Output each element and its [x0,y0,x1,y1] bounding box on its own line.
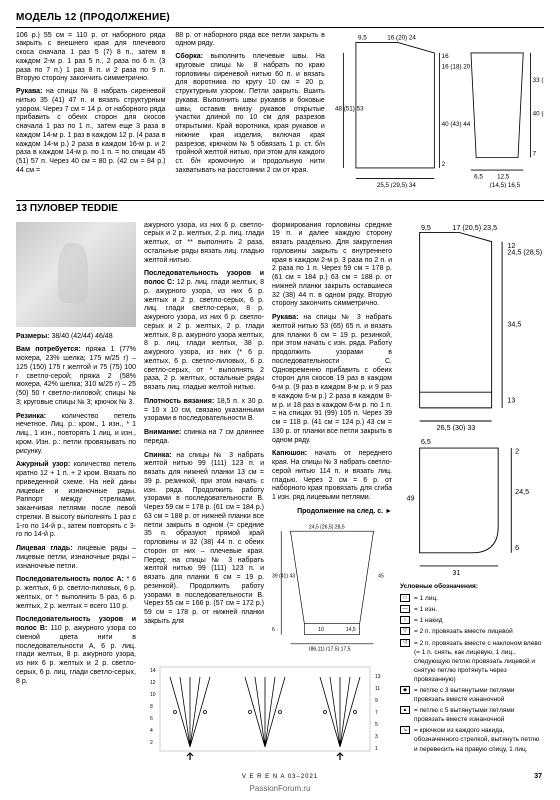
svg-text:14: 14 [150,668,156,674]
schematic-12-svg: 9,5 16 (20) 24 48 (51) 53 16 16 (18) 20 … [335,32,544,189]
model12-col1: 106 р.) 55 см = 110 р. от наборного ряда… [16,32,165,193]
svg-text:34,5: 34,5 [507,319,521,328]
model13-front-diagram: 9,5 17 (20,5) 23,5 24,5 (28,5) 32,5 34,5… [400,222,544,435]
svg-text:39 (41) 43: 39 (41) 43 [272,573,295,579]
svg-text:17 (20,5) 23,5: 17 (20,5) 23,5 [452,222,497,231]
svg-text:16 (18) 20: 16 (18) 20 [441,63,470,70]
model-13-photo [16,222,136,327]
svg-text:49: 49 [407,493,415,502]
svg-text:3: 3 [375,734,378,740]
legend-block: Условные обозначения: □ = 1 лиц. — = 1 изн.… [400,582,544,754]
legend-row: □ = 1 лиц. [400,594,544,603]
svg-text:6: 6 [150,716,153,722]
legend-row: — = 1 изн. [400,605,544,614]
section-12-header: МОДЕЛЬ 12 (ПРОДОЛЖЕНИЕ) [16,12,544,28]
svg-text:6,5: 6,5 [474,173,483,180]
legend-text: = 1 лиц. [414,594,438,603]
svg-text:7: 7 [532,150,536,157]
stitch-chart: 14 13 12 11 10 9 8 7 6 5 4 3 2 1 [140,662,390,766]
svg-text:6: 6 [272,627,275,633]
legend-row: ○ = 1 накид [400,616,544,625]
svg-text:25,5 (29,5) 34: 25,5 (29,5) 34 [377,181,417,188]
svg-text:33 (30) 27: 33 (30) 27 [532,77,544,84]
svg-text:26,5 (30) 33: 26,5 (30) 33 [437,423,476,431]
svg-text:12: 12 [150,680,156,686]
legend-symbol: ↘ [400,726,410,734]
legend-row: ↘ = крючком из каждого накида, обозначенн… [400,726,544,753]
svg-text:2: 2 [441,160,445,167]
legend-symbol: ▲ [400,706,410,714]
legend-symbol: ▽ [400,627,410,635]
legend-text: = крючком из каждого накида, обозначенно… [414,726,544,753]
svg-text:6: 6 [515,543,519,552]
svg-text:9: 9 [375,698,378,704]
model-12-title: МОДЕЛЬ 12 (ПРОДОЛЖЕНИЕ) [16,12,544,27]
legend-text: = 2 п. провязать вместе с наклоном влево… [414,639,544,684]
svg-text:5: 5 [375,722,378,728]
legend-text: = петлю с 3 вытянутыми петлями провязать… [414,686,544,704]
legend-row: ◁ = 2 п. провязать вместе с наклоном влев… [400,639,544,684]
svg-text:2: 2 [515,446,519,455]
model12-diagrams: 9,5 16 (20) 24 48 (51) 53 16 16 (18) 20 … [335,32,544,193]
svg-text:40 (42) 44: 40 (42) 44 [532,110,544,117]
page-footer: V E R E N A 03–2021 37 PassionForum.ru [0,773,560,794]
svg-text:45: 45 [378,573,384,579]
svg-text:(14,5) 16,5: (14,5) 16,5 [490,181,521,188]
legend-symbol: — [400,605,410,613]
model12-col2: 88 р. от наборного ряда все петли закрыт… [175,32,324,193]
site-watermark: PassionForum.ru [0,784,560,794]
model13-right-col: 9,5 17 (20,5) 23,5 24,5 (28,5) 32,5 34,5… [400,222,544,756]
model-13-title: 13 ПУЛОВЕР TEDDIE [16,200,544,216]
legend-text: = 1 накид [414,616,443,625]
legend-symbol: □ [400,594,410,602]
legend-title: Условные обозначения: [400,582,544,591]
svg-text:10: 10 [150,692,156,698]
svg-text:24,5 (26,5) 28,5: 24,5 (26,5) 28,5 [309,524,345,530]
svg-text:11: 11 [375,686,380,692]
legend-symbol: ◁ [400,639,410,647]
svg-text:9,5: 9,5 [358,34,367,41]
svg-text:8: 8 [150,704,153,710]
svg-text:2: 2 [150,740,153,746]
svg-text:12,5: 12,5 [497,173,510,180]
svg-text:16 (20) 24: 16 (20) 24 [387,34,416,41]
svg-text:6,5: 6,5 [421,437,431,446]
svg-text:10: 10 [318,627,324,633]
legend-row: ▲ = петлю с 5 вытянутыми петлями провязат… [400,706,544,724]
svg-text:7: 7 [375,710,378,716]
legend-row: ▽ = 2 п. провязать вместе лицевой [400,627,544,636]
legend-text: = петлю с 5 вытянутыми петлями провязать… [414,706,544,724]
svg-text:48 (51) 53: 48 (51) 53 [335,105,364,112]
svg-text:4: 4 [150,728,153,734]
svg-text:40 (43) 44: 40 (43) 44 [441,121,470,128]
legend-symbol: ◆ [400,686,410,694]
svg-text:12: 12 [507,241,515,250]
magazine-label: V E R E N A 03–2021 [242,774,318,780]
model12-col1-p1: 106 р.) 55 см = 110 р. от наборного ряда… [16,32,165,85]
svg-text:24,5: 24,5 [515,486,529,495]
legend-row: ◆ = петлю с 3 вытянутыми петлями провязат… [400,686,544,704]
legend-symbol: ○ [400,616,410,624]
svg-text:13: 13 [507,395,515,404]
model12-col2-p1: 88 р. от наборного ряда все петли закрыт… [175,32,324,50]
svg-text:14,5: 14,5 [346,627,356,633]
section-12-body: 106 р.) 55 см = 110 р. от наборного ряда… [16,32,544,193]
model13-sleeve-diagram: 24,5 (26,5) 28,5 39 (41) 43 6 45 10 14,5… [272,522,392,655]
svg-text:(86,11) (17,5) 17,5: (86,11) (17,5) 17,5 [309,646,351,651]
model13-hood-diagram: 6,5 24,5 6 2 49 31 [400,435,544,583]
model13-col1: Размеры: 38/40 (42/44) 46/48 Вам потребу… [16,222,136,756]
page-number: 37 [534,773,542,782]
model12-rukava: Рукава: на спицы № 8 набрать сиреневой н… [16,88,165,176]
svg-text:16: 16 [441,53,448,60]
model12-sborka: Сборка: выполнить плечевые швы. На круго… [175,53,324,176]
svg-text:31: 31 [452,568,460,577]
legend-text: = 1 изн. [414,605,437,614]
svg-text:9,5: 9,5 [421,222,431,231]
svg-text:13: 13 [375,674,381,680]
svg-text:1: 1 [375,746,378,752]
legend-text: = 2 п. провязать вместе лицевой [414,627,513,636]
